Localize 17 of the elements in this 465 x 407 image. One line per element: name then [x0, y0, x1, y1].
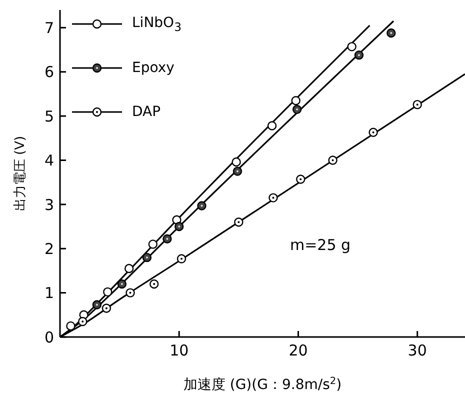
x-axis-title: 加速度 (G)(G：9.8m/s$^{2}$) — [183, 376, 342, 393]
annotation: m=25 g — [290, 236, 351, 254]
y-tick-label: 7 — [44, 19, 54, 37]
x-tick-label: 20 — [288, 342, 308, 360]
x-tick-label: 30 — [408, 342, 427, 360]
y-tick-label: 4 — [44, 152, 54, 170]
y-tick-label: 0 — [44, 328, 54, 346]
y-tick-label: 5 — [44, 107, 54, 126]
legend-label: Epoxy — [132, 60, 174, 76]
x-tick-label: 10 — [170, 342, 189, 360]
y-axis-title: 出力電圧 (V) — [13, 136, 28, 212]
legend-label: LiNbO$_{3}$ — [132, 14, 182, 34]
y-tick-label: 3 — [44, 196, 54, 214]
y-tick-label: 6 — [44, 63, 54, 82]
legend-label: DAP — [132, 104, 161, 120]
y-tick-label: 2 — [44, 240, 54, 258]
y-tick-label: 1 — [44, 284, 54, 302]
